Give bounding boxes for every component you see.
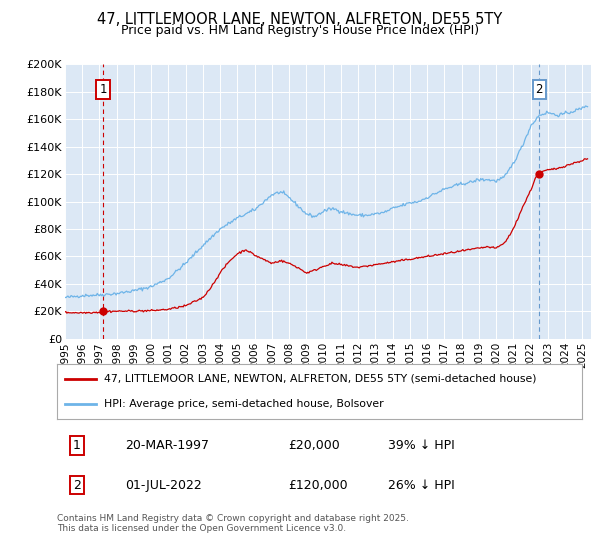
Text: Price paid vs. HM Land Registry's House Price Index (HPI): Price paid vs. HM Land Registry's House …	[121, 24, 479, 37]
Text: 1: 1	[100, 82, 107, 96]
Text: 2: 2	[535, 82, 543, 96]
Text: £120,000: £120,000	[288, 479, 347, 492]
Text: 26% ↓ HPI: 26% ↓ HPI	[388, 479, 455, 492]
Text: 20-MAR-1997: 20-MAR-1997	[125, 439, 209, 452]
Text: Contains HM Land Registry data © Crown copyright and database right 2025.
This d: Contains HM Land Registry data © Crown c…	[57, 514, 409, 534]
Text: 47, LITTLEMOOR LANE, NEWTON, ALFRETON, DE55 5TY: 47, LITTLEMOOR LANE, NEWTON, ALFRETON, D…	[97, 12, 503, 27]
Text: 47, LITTLEMOOR LANE, NEWTON, ALFRETON, DE55 5TY (semi-detached house): 47, LITTLEMOOR LANE, NEWTON, ALFRETON, D…	[104, 374, 537, 384]
Text: £20,000: £20,000	[288, 439, 340, 452]
Text: 1: 1	[73, 439, 81, 452]
Text: 2: 2	[73, 479, 81, 492]
Text: HPI: Average price, semi-detached house, Bolsover: HPI: Average price, semi-detached house,…	[104, 399, 384, 409]
Text: 01-JUL-2022: 01-JUL-2022	[125, 479, 202, 492]
Text: 39% ↓ HPI: 39% ↓ HPI	[388, 439, 455, 452]
